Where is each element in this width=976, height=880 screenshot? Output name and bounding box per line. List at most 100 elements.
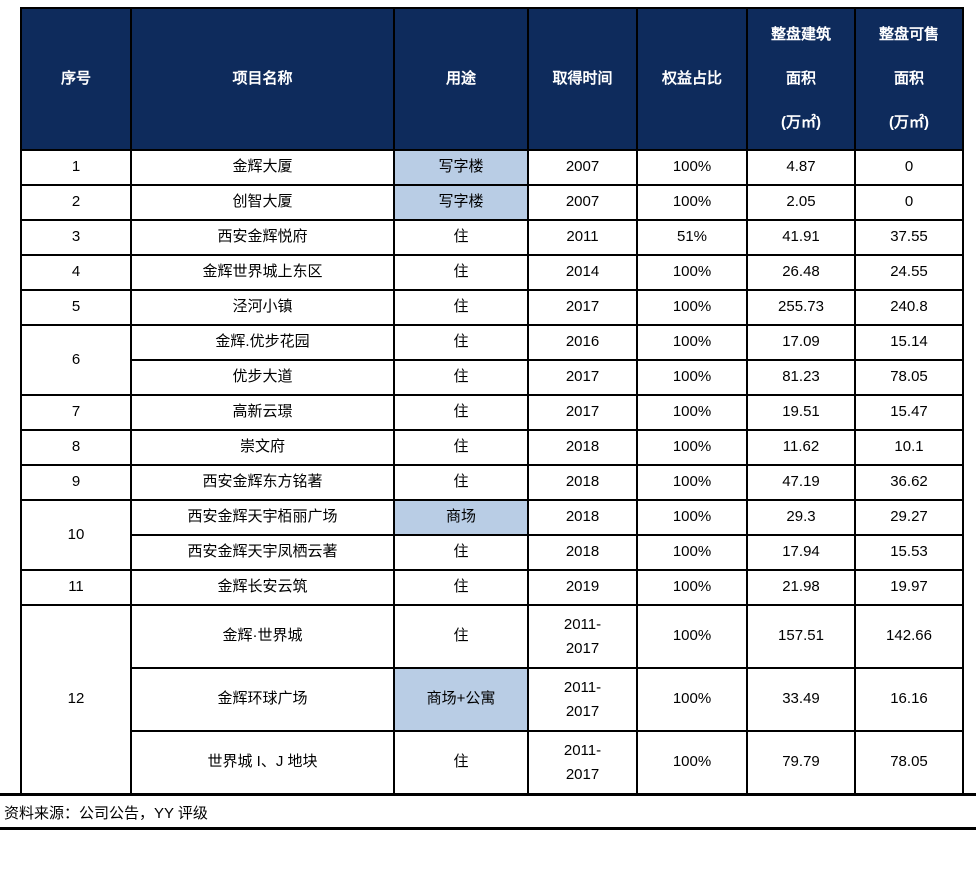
name-cell: 优步大道 [130, 359, 395, 396]
sellable-area-cell: 10.1 [854, 429, 964, 466]
use-cell: 住 [393, 534, 529, 571]
built-area-cell: 4.87 [746, 149, 856, 186]
sellable-area-cell: 16.16 [854, 667, 964, 732]
table-row: 世界城 I、J 地块 住 2011-2017 100% 79.79 78.05 [21, 730, 964, 795]
name-cell: 金辉.优步花园 [130, 324, 395, 361]
time-cell: 2018 [527, 534, 638, 571]
header-cell-name: 项目名称 [130, 7, 395, 151]
name-cell: 西安金辉天宇凤栖云著 [130, 534, 395, 571]
project-table: 序号 项目名称 用途 取得时间 权益占比 整盘建筑 面积 (万㎡) 整盘可售 面… [20, 7, 964, 795]
built-area-cell: 26.48 [746, 254, 856, 291]
name-cell: 金辉世界城上东区 [130, 254, 395, 291]
sellable-area-cell: 0 [854, 184, 964, 221]
name-cell: 崇文府 [130, 429, 395, 466]
built-area-cell: 17.94 [746, 534, 856, 571]
built-area-cell: 79.79 [746, 730, 856, 795]
header-cell-use: 用途 [393, 7, 529, 151]
header-cell-equity: 权益占比 [636, 7, 748, 151]
equity-cell: 100% [636, 534, 748, 571]
time-cell: 2011-2017 [527, 730, 638, 795]
index-cell: 8 [20, 429, 132, 466]
table-row: 金辉环球广场 商场+公寓 2011-2017 100% 33.49 16.16 [21, 667, 964, 732]
header-cell-index: 序号 [20, 7, 132, 151]
time-cell: 2011 [527, 219, 638, 256]
use-cell: 住 [393, 394, 529, 431]
time-cell: 2017 [527, 394, 638, 431]
table-row: 优步大道 住 2017 100% 81.23 78.05 [21, 359, 964, 396]
use-cell: 写字楼 [393, 184, 529, 221]
equity-cell: 100% [636, 730, 748, 795]
equity-cell: 100% [636, 569, 748, 606]
table-row: 11 金辉长安云筑 住 2019 100% 21.98 19.97 [20, 569, 964, 606]
time-cell: 2018 [527, 429, 638, 466]
built-area-cell: 11.62 [746, 429, 856, 466]
time-cell: 2016 [527, 324, 638, 361]
built-area-cell: 33.49 [746, 667, 856, 732]
time-cell: 2018 [527, 464, 638, 501]
index-cell: 4 [20, 254, 132, 291]
equity-cell: 100% [636, 149, 748, 186]
name-cell: 西安金辉天宇栢丽广场 [130, 499, 395, 536]
source-note: 资料来源：公司公告，YY 评级 [4, 805, 208, 822]
table-row: 10 西安金辉天宇栢丽广场 商场 2018 100% 29.3 29.27 [20, 499, 964, 571]
name-cell: 创智大厦 [130, 184, 395, 221]
use-cell: 住 [393, 359, 529, 396]
index-cell: 7 [20, 394, 132, 431]
header-built-line2: 面积 [785, 70, 816, 87]
built-area-cell: 255.73 [746, 289, 856, 326]
built-area-cell: 47.19 [746, 464, 856, 501]
name-cell: 泾河小镇 [130, 289, 395, 326]
table-row: 7 高新云璟 住 2017 100% 19.51 15.47 [20, 394, 964, 431]
index-cell: 9 [20, 464, 132, 501]
header-built-line1: 整盘建筑 [770, 26, 831, 43]
time-cell: 2018 [527, 499, 638, 536]
index-cell: 3 [20, 219, 132, 256]
name-cell: 西安金辉东方铭著 [130, 464, 395, 501]
header-row: 序号 项目名称 用途 取得时间 权益占比 整盘建筑 面积 (万㎡) 整盘可售 面… [20, 7, 964, 151]
sellable-area-cell: 29.27 [854, 499, 964, 536]
equity-cell: 100% [636, 429, 748, 466]
use-cell: 商场+公寓 [393, 667, 529, 732]
name-cell: 金辉长安云筑 [130, 569, 395, 606]
sellable-area-cell: 142.66 [854, 604, 964, 669]
built-area-cell: 41.91 [746, 219, 856, 256]
page: 序号 项目名称 用途 取得时间 权益占比 整盘建筑 面积 (万㎡) 整盘可售 面… [0, 7, 976, 880]
name-cell: 金辉环球广场 [130, 667, 395, 732]
name-cell: 金辉·世界城 [130, 604, 395, 669]
time-cell: 2007 [527, 149, 638, 186]
use-cell: 住 [393, 464, 529, 501]
header-sellable-line2: 面积 [893, 70, 924, 87]
equity-cell: 100% [636, 359, 748, 396]
index-cell: 6 [20, 324, 132, 396]
table-row: 9 西安金辉东方铭著 住 2018 100% 47.19 36.62 [20, 464, 964, 501]
name-cell: 金辉大厦 [130, 149, 395, 186]
table-row: 2 创智大厦 写字楼 2007 100% 2.05 0 [20, 184, 964, 221]
header-cell-sellable-area: 整盘可售 面积 (万㎡) [854, 7, 964, 151]
header-sellable-line3: (万㎡) [889, 114, 929, 131]
index-cell: 1 [20, 149, 132, 186]
name-cell: 世界城 I、J 地块 [130, 730, 395, 795]
built-area-cell: 21.98 [746, 569, 856, 606]
table-row: 3 西安金辉悦府 住 2011 51% 41.91 37.55 [20, 219, 964, 256]
index-cell: 2 [20, 184, 132, 221]
equity-cell: 100% [636, 604, 748, 669]
sellable-area-cell: 78.05 [854, 730, 964, 795]
sellable-area-cell: 15.47 [854, 394, 964, 431]
sellable-area-cell: 19.97 [854, 569, 964, 606]
built-area-cell: 81.23 [746, 359, 856, 396]
index-cell: 12 [20, 604, 132, 795]
index-cell: 11 [20, 569, 132, 606]
built-area-cell: 29.3 [746, 499, 856, 536]
built-area-cell: 17.09 [746, 324, 856, 361]
use-cell: 住 [393, 569, 529, 606]
time-cell: 2019 [527, 569, 638, 606]
table-row: 西安金辉天宇凤栖云著 住 2018 100% 17.94 15.53 [21, 534, 964, 571]
equity-cell: 51% [636, 219, 748, 256]
built-area-cell: 19.51 [746, 394, 856, 431]
use-cell: 住 [393, 429, 529, 466]
sellable-area-cell: 15.14 [854, 324, 964, 361]
use-cell: 写字楼 [393, 149, 529, 186]
sellable-area-cell: 15.53 [854, 534, 964, 571]
time-cell: 2017 [527, 359, 638, 396]
equity-cell: 100% [636, 289, 748, 326]
